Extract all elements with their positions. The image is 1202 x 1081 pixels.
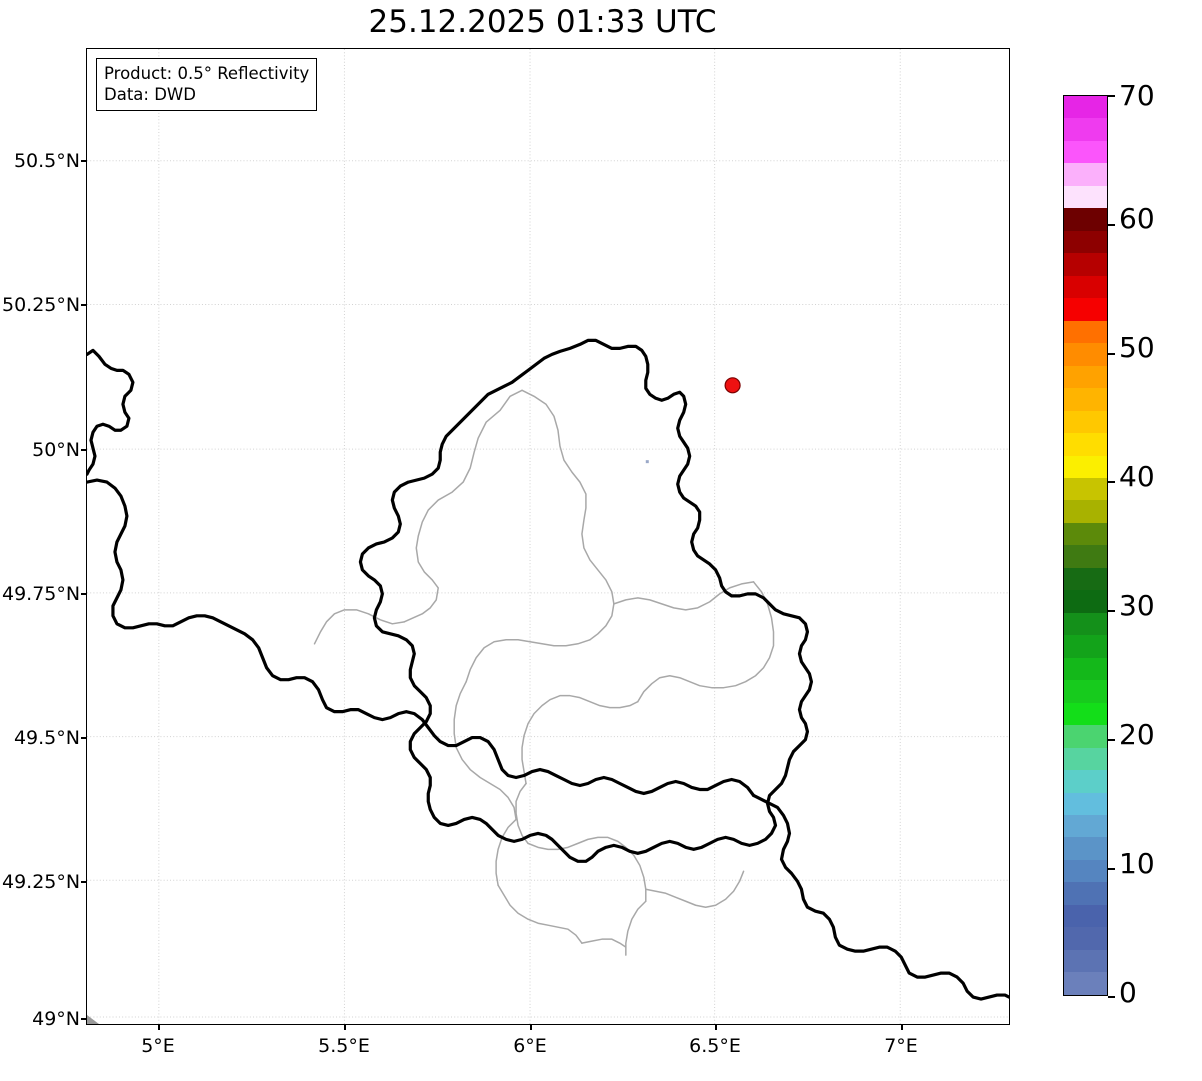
ytick-mark-49 [81,1018,86,1020]
colorbar-tick-label-10: 10 [1119,847,1155,880]
ytick-mark-49-25 [81,881,86,883]
product-info-line-1: Product: 0.5° Reflectivity [104,64,310,83]
colorbar-band-29 [1064,747,1107,771]
colorbar-band-2 [1064,140,1107,164]
colorbar-band-3 [1064,163,1107,186]
admin-boundaries [313,389,775,956]
colorbar-band-16 [1064,455,1107,478]
colorbar-tick-label-20: 20 [1119,718,1155,751]
colorbar-tick-mark-30 [1108,610,1115,612]
xtick-mark-6-5 [715,1025,717,1030]
product-info-box: Product: 0.5° Reflectivity Data: DWD [96,58,318,112]
xtick-label-6: 6°E [513,1035,547,1057]
xtick-mark-7 [901,1025,903,1030]
xtick-label-6-5: 6.5°E [689,1035,741,1057]
ytick-label-49: 49°N [32,1008,80,1030]
map-plot-area[interactable]: Product: 0.5° Reflectivity Data: DWD [86,48,1010,1025]
ytick-label-50-5: 50.5°N [13,150,80,172]
colorbar-band-13 [1064,388,1107,411]
ytick-mark-50 [81,449,86,451]
colorbar-tick-mark-40 [1108,481,1115,483]
ytick-label-50-25: 50.25°N [2,294,81,316]
corner-artifact [87,1015,99,1024]
xtick-label-5: 5°E [141,1035,175,1057]
colorbar-tick-mark-50 [1108,353,1115,355]
colorbar-tick-label-50: 50 [1119,331,1155,364]
colorbar-band-28 [1064,725,1107,748]
colorbar-tick-mark-20 [1108,739,1115,741]
colorbar-band-1 [1064,118,1107,141]
page-title: 25.12.2025 01:33 UTC [368,4,717,40]
colorbar-band-21 [1064,567,1107,591]
colorbar-tick-label-30: 30 [1119,589,1155,622]
colorbar-band-18 [1064,500,1107,523]
map-gridlines [87,49,1009,1024]
colorbar-band-0 [1064,96,1107,119]
country-boundaries-southeast [751,793,1009,1001]
xtick-label-7: 7°E [884,1035,918,1057]
colorbar-band-35 [1064,882,1107,905]
product-info-line-2: Data: DWD [104,85,196,105]
colorbar-band-27 [1064,702,1107,726]
colorbar-tick-mark-10 [1108,868,1115,870]
colorbar-tick-mark-70 [1108,95,1115,97]
colorbar-band-25 [1064,657,1107,681]
colorbar-band-20 [1064,545,1107,568]
colorbar-band-11 [1064,343,1107,366]
colorbar-band-19 [1064,522,1107,546]
colorbar-band-24 [1064,635,1107,658]
colorbar-band-37 [1064,927,1107,950]
colorbar-band-22 [1064,590,1107,613]
colorbar-band-12 [1064,365,1107,389]
colorbar-tick-mark-60 [1108,224,1115,226]
colorbar-tick-mark-0 [1108,996,1115,998]
colorbar-band-38 [1064,949,1107,973]
xtick-label-5-5: 5.5°E [318,1035,370,1057]
xtick-mark-6 [530,1025,532,1030]
ytick-mark-50-5 [81,160,86,162]
colorbar-band-23 [1064,612,1107,636]
colorbar[interactable] [1063,95,1108,996]
colorbar-band-34 [1064,859,1107,883]
ytick-mark-49-75 [81,593,86,595]
colorbar-tick-label-0: 0 [1119,976,1137,1009]
ytick-mark-49-5 [81,737,86,739]
colorbar-band-5 [1064,208,1107,231]
ytick-mark-50-25 [81,304,86,306]
ytick-label-50: 50°N [32,439,80,461]
colorbar-band-26 [1064,680,1107,703]
country-boundaries-west [87,348,756,798]
colorbar-band-9 [1064,298,1107,321]
colorbar-band-6 [1064,230,1107,254]
colorbar-band-17 [1064,477,1107,501]
colorbar-band-10 [1064,320,1107,344]
colorbar-band-15 [1064,433,1107,456]
xtick-mark-5 [158,1025,160,1030]
colorbar-band-4 [1064,185,1107,209]
colorbar-band-31 [1064,792,1107,815]
ytick-label-49-5: 49.5°N [13,727,80,749]
xtick-mark-5-5 [344,1025,346,1030]
colorbar-band-36 [1064,904,1107,928]
faint-echo-pixel [645,460,649,464]
map-vector-layer [87,49,1009,1024]
colorbar-tick-label-60: 60 [1119,202,1155,235]
colorbar-tick-label-40: 40 [1119,460,1155,493]
colorbar-band-39 [1064,972,1107,995]
colorbar-tick-label-70: 70 [1119,79,1155,112]
colorbar-band-32 [1064,815,1107,838]
colorbar-band-33 [1064,837,1107,860]
colorbar-band-14 [1064,410,1107,434]
ytick-label-49-25: 49.25°N [2,871,81,893]
colorbar-axis-label-wrap: dBZ [1148,490,1188,600]
colorbar-band-7 [1064,253,1107,276]
country-boundary-luxembourg [358,338,814,863]
colorbar-band-30 [1064,770,1107,793]
ytick-label-49-75: 49.75°N [2,583,81,605]
radar-site-marker [724,377,741,394]
colorbar-band-8 [1064,275,1107,299]
